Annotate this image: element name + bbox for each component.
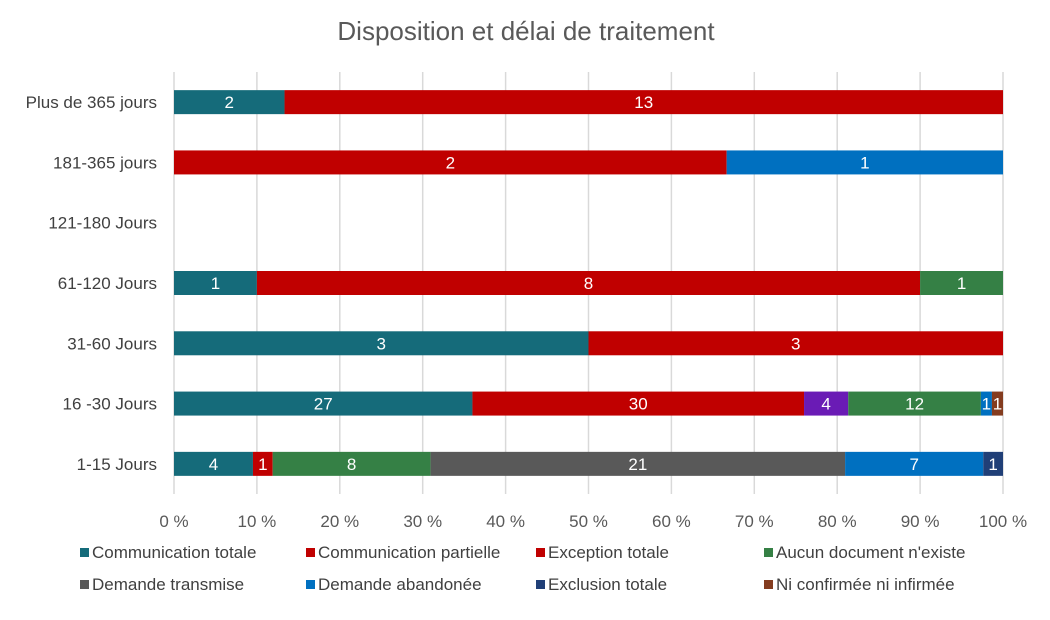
bar-segment xyxy=(804,391,849,416)
legend-swatch xyxy=(536,580,545,589)
data-label: 8 xyxy=(347,455,356,474)
data-label: 1 xyxy=(258,455,267,474)
legend-label: Communication totale xyxy=(92,543,256,562)
x-tick-label: 100 % xyxy=(979,512,1027,531)
data-label: 7 xyxy=(909,455,918,474)
legend-label: Aucun document n'existe xyxy=(776,543,965,562)
legend-swatch xyxy=(536,548,545,557)
y-category-label: 1-15 Jours xyxy=(77,455,157,474)
bar-segment xyxy=(174,150,727,175)
x-tick-label: 20 % xyxy=(320,512,359,531)
x-tick-label: 50 % xyxy=(569,512,608,531)
bar-segment xyxy=(174,451,253,476)
data-label: 1 xyxy=(211,274,220,293)
legend-swatch xyxy=(306,580,315,589)
chart-title: Disposition et délai de traitement xyxy=(337,16,715,46)
legend-label: Demande transmise xyxy=(92,575,244,594)
x-tick-label: 70 % xyxy=(735,512,774,531)
data-label: 4 xyxy=(209,455,218,474)
data-label: 4 xyxy=(821,395,830,414)
y-category-label: 121-180 Jours xyxy=(48,214,157,233)
bar-segment xyxy=(284,90,1003,115)
data-label: 27 xyxy=(314,395,333,414)
bar-segment xyxy=(980,391,992,416)
data-label: 1 xyxy=(957,274,966,293)
bar-segment xyxy=(174,271,257,295)
bar-segment xyxy=(174,331,589,356)
data-label: 1 xyxy=(993,395,1002,414)
data-label: 1 xyxy=(860,153,869,172)
bar-segment xyxy=(920,271,1003,295)
y-category-label: 181-365 jours xyxy=(53,153,157,172)
bar-segment xyxy=(430,451,846,476)
data-label: 21 xyxy=(628,455,647,474)
data-label: 2 xyxy=(225,93,234,112)
x-tick-label: 0 % xyxy=(159,512,188,531)
y-category-label: Plus de 365 jours xyxy=(26,93,157,112)
legend-swatch xyxy=(764,580,773,589)
x-tick-label: 60 % xyxy=(652,512,691,531)
bar-segment xyxy=(472,391,805,416)
legend-swatch xyxy=(80,548,89,557)
x-tick-label: 40 % xyxy=(486,512,525,531)
data-label: 2 xyxy=(446,153,455,172)
bar-segment xyxy=(256,271,921,295)
x-tick-label: 90 % xyxy=(901,512,940,531)
y-category-label: 31-60 Jours xyxy=(67,334,157,353)
bar-segment xyxy=(726,150,1003,175)
bar-segment xyxy=(845,451,984,476)
bar-segment xyxy=(252,451,273,476)
bar-segment xyxy=(991,391,1003,416)
y-category-label: 61-120 Jours xyxy=(58,274,157,293)
legend-label: Exclusion totale xyxy=(548,575,667,594)
data-label: 8 xyxy=(584,274,593,293)
x-tick-label: 80 % xyxy=(818,512,857,531)
data-label: 3 xyxy=(377,334,386,353)
bar-segment xyxy=(848,391,981,416)
data-label: 12 xyxy=(905,395,924,414)
legend-label: Ni confirmée ni infirmée xyxy=(776,575,955,594)
legend-swatch xyxy=(80,580,89,589)
legend-label: Demande abandonée xyxy=(318,575,482,594)
y-category-label: 16 -30 Jours xyxy=(63,395,158,414)
x-tick-label: 10 % xyxy=(238,512,277,531)
bar-segment xyxy=(983,451,1003,476)
data-label: 13 xyxy=(634,93,653,112)
bar-segment xyxy=(588,331,1003,356)
bar-segment xyxy=(174,90,285,115)
data-label: 3 xyxy=(791,334,800,353)
bar-segment xyxy=(174,391,473,416)
data-label: 1 xyxy=(982,395,991,414)
legend-swatch xyxy=(764,548,773,557)
x-tick-label: 30 % xyxy=(403,512,442,531)
legend-label: Exception totale xyxy=(548,543,669,562)
data-label: 30 xyxy=(629,395,648,414)
bar-segment xyxy=(272,451,431,476)
data-label: 1 xyxy=(988,455,997,474)
legend-label: Communication partielle xyxy=(318,543,500,562)
legend-swatch xyxy=(306,548,315,557)
